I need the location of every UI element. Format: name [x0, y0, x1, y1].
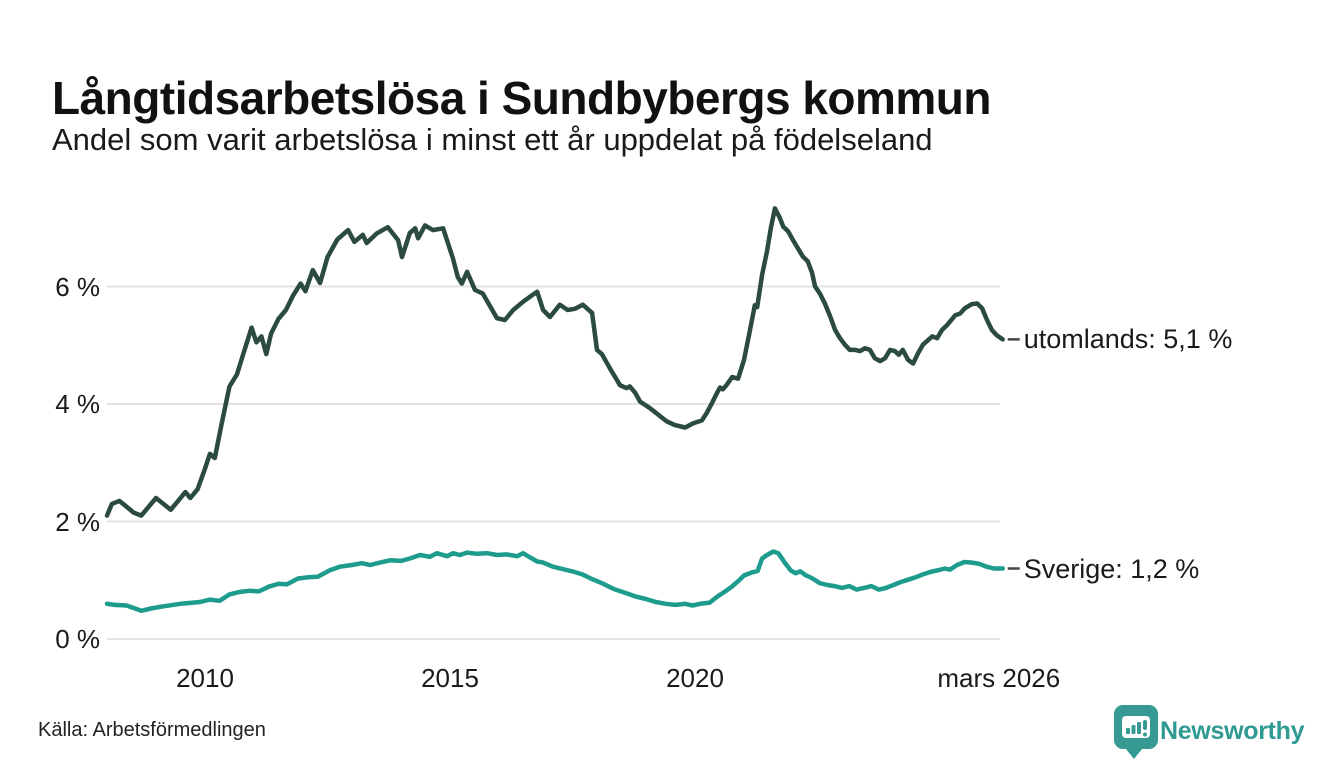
newsworthy-badge-icon: [1114, 705, 1158, 759]
source-note: Källa: Arbetsförmedlingen: [38, 719, 266, 741]
series-line-utomlands: [104, 206, 1005, 518]
series-end-label-sverige: Sverige: 1,2 %: [1023, 553, 1200, 584]
exclamation-icon: [1143, 732, 1147, 737]
y-axis-tick-label: 0 %: [55, 624, 100, 654]
y-axis-tick-label: 6 %: [55, 271, 100, 302]
x-axis-tick-label: 2010: [176, 663, 234, 693]
x-axis-tick-label: 2015: [421, 663, 479, 693]
series-line-sverige: [104, 549, 1005, 614]
x-axis-tick-label: mars 2026: [937, 663, 1061, 693]
chart-bar-icon: [1126, 728, 1130, 734]
chart-bar-icon: [1137, 722, 1141, 734]
x-axis-tick-label: 2020: [666, 663, 724, 693]
page-title: Långtidsarbetslösa i Sundbybergs kommun: [52, 71, 992, 124]
chart-bar-icon: [1131, 725, 1136, 734]
newsworthy-wordmark: Newsworthy: [1160, 717, 1305, 745]
y-axis-tick-label: 2 %: [55, 506, 100, 537]
page-subtitle: Andel som varit arbetslösa i minst ett å…: [52, 122, 933, 157]
series-end-label-utomlands: utomlands: 5,1 %: [1023, 324, 1233, 355]
y-axis-tick-label: 4 %: [55, 389, 100, 419]
exclamation-icon: [1143, 720, 1147, 730]
newsworthy-logo: Newsworthy: [1113, 704, 1323, 764]
